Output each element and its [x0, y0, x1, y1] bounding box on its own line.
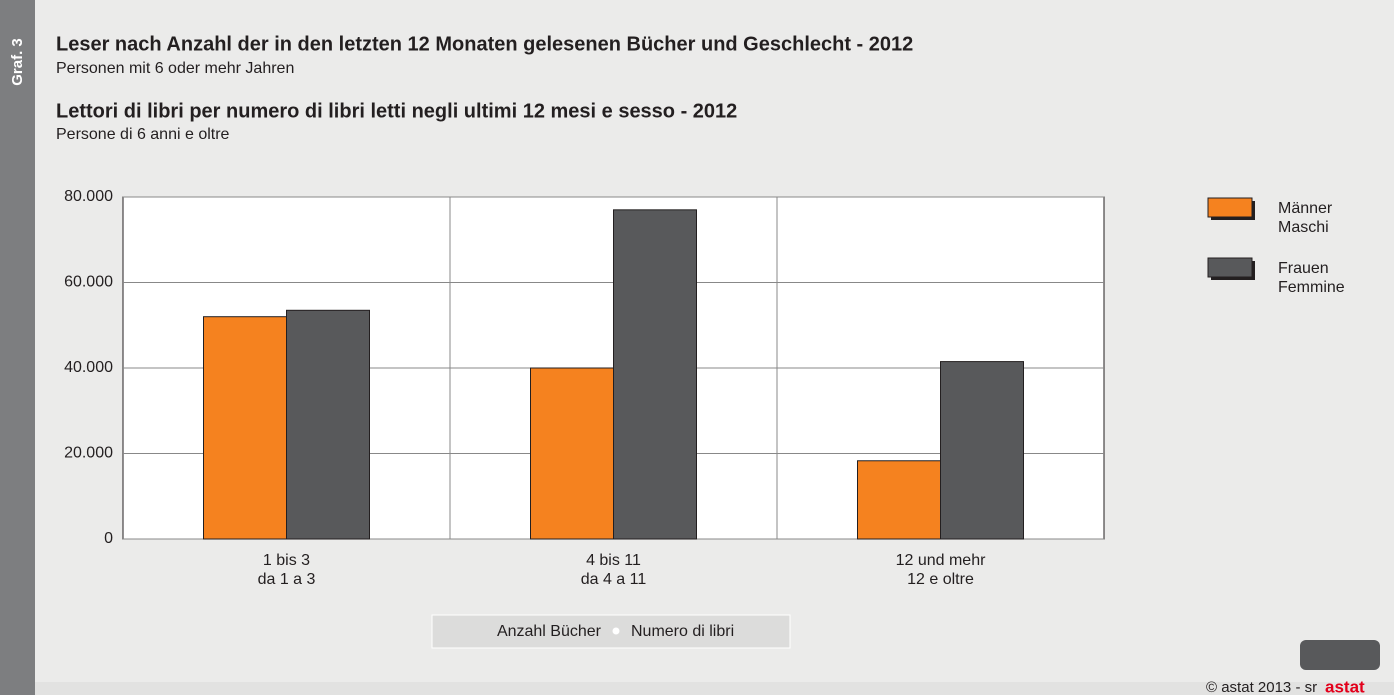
- logo-text: astat: [1325, 677, 1365, 695]
- bar: [530, 367, 614, 540]
- footer-band: [35, 682, 1394, 695]
- logo-shape: [1300, 640, 1380, 670]
- y-tick-label: 80.000: [64, 188, 113, 205]
- x-axis-label: Anzahl Bücher: [497, 623, 602, 640]
- x-axis-label: Numero di libri: [631, 623, 734, 640]
- y-tick-label: 40.000: [64, 359, 113, 376]
- copyright: © astat 2013 - sr: [1206, 679, 1317, 695]
- x-tick-label: 12 e oltre: [907, 571, 974, 588]
- legend-label: Maschi: [1278, 219, 1329, 236]
- x-tick-label: 4 bis 11: [586, 552, 641, 569]
- title: Leser nach Anzahl der in den letzten 12 …: [56, 33, 913, 55]
- bar: [203, 316, 287, 540]
- title: Lettori di libri per numero di libri let…: [56, 100, 737, 122]
- bar: [286, 309, 370, 540]
- legend-label: Männer: [1278, 200, 1333, 217]
- side-strip: [0, 0, 35, 695]
- x-tick-label: 1 bis 3: [263, 552, 310, 569]
- subtitle: Persone di 6 anni e oltre: [56, 126, 230, 143]
- separator: [612, 627, 620, 635]
- side-label: Graf. 3: [9, 38, 26, 86]
- x-label-box: [431, 614, 791, 649]
- y-tick-label: 0: [104, 530, 113, 547]
- legend-swatch: [1207, 257, 1253, 278]
- legend-label: Femmine: [1278, 279, 1345, 296]
- subtitle: Personen mit 6 oder mehr Jahren: [56, 60, 294, 77]
- y-tick-label: 60.000: [64, 274, 113, 291]
- y-tick-label: 20.000: [64, 445, 113, 462]
- bar: [857, 460, 941, 540]
- x-tick-label: da 1 a 3: [258, 571, 316, 588]
- bar: [613, 209, 697, 540]
- bar: [940, 361, 1024, 540]
- x-tick-label: da 4 a 11: [581, 571, 647, 588]
- legend-label: Frauen: [1278, 260, 1329, 277]
- legend-swatch: [1207, 197, 1253, 218]
- x-tick-label: 12 und mehr: [896, 552, 987, 569]
